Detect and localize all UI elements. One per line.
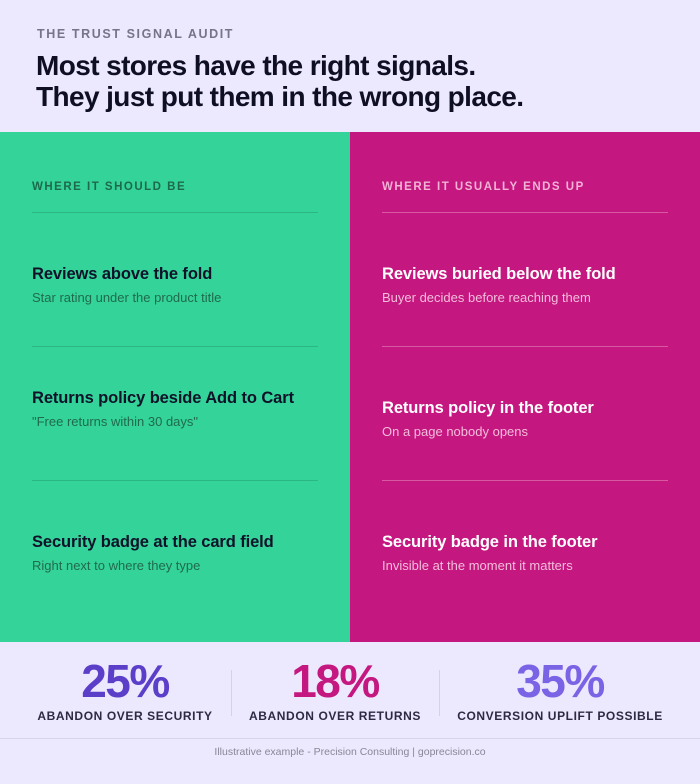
headline-line-1: Most stores have the right signals. [36,50,476,81]
headline-line-2: They just put them in the wrong place. [36,81,524,112]
list-item: Reviews above the fold Star rating under… [32,263,322,305]
stat-label: ABANDON OVER RETURNS [248,709,421,723]
column-label: WHERE IT SHOULD BE [32,181,187,193]
stat-label: ABANDON OVER SECURITY [37,709,213,723]
header: THE TRUST SIGNAL AUDIT Most stores have … [0,0,700,132]
stat-returns: 18% ABANDON OVER RETURNS [232,656,438,723]
stat-security: 25% ABANDON OVER SECURITY [20,656,230,723]
stat-value: 35% [516,655,605,707]
item-title: Reviews above the fold [32,265,213,283]
list-item: Reviews buried below the fold Buyer deci… [382,263,672,305]
footer-credit: Illustrative example - Precision Consult… [214,746,486,758]
list-item: Security badge in the footer Invisible a… [382,531,672,573]
divider [32,212,318,213]
stat-value: 25% [81,655,170,707]
item-subtitle: Right next to where they type [32,558,201,573]
item-title: Reviews buried below the fold [382,265,616,283]
item-subtitle: Star rating under the product title [32,290,222,305]
item-subtitle: Buyer decides before reaching them [382,290,591,305]
column-usually-ends-up: WHERE IT USUALLY ENDS UP Reviews buried … [350,132,700,642]
item-title: Security badge in the footer [382,533,598,551]
list-item: Security badge at the card field Right n… [32,531,322,573]
divider [32,346,318,347]
item-title: Returns policy beside Add to Cart [32,389,294,407]
item-title: Security badge at the card field [32,533,274,551]
stat-uplift: 35% CONVERSION UPLIFT POSSIBLE [440,656,680,723]
divider [382,212,668,213]
stats-bar: 25% ABANDON OVER SECURITY 18% ABANDON OV… [0,642,700,738]
column-should-be: WHERE IT SHOULD BE Reviews above the fol… [0,132,350,642]
divider [382,480,668,481]
list-item: Returns policy in the footer On a page n… [382,397,672,439]
item-subtitle: On a page nobody opens [382,424,529,439]
stat-divider [231,670,232,716]
divider [382,346,668,347]
stat-label: CONVERSION UPLIFT POSSIBLE [457,709,663,723]
stat-value: 18% [291,655,380,707]
item-subtitle: Invisible at the moment it matters [382,558,573,573]
divider [32,480,318,481]
item-title: Returns policy in the footer [382,399,594,417]
eyebrow-label: THE TRUST SIGNAL AUDIT [37,27,235,41]
list-item: Returns policy beside Add to Cart "Free … [32,387,322,429]
footer-divider [0,738,700,739]
column-label: WHERE IT USUALLY ENDS UP [382,181,585,193]
page-title: Most stores have the right signals. They… [36,50,524,112]
stat-divider [439,670,440,716]
item-subtitle: "Free returns within 30 days" [32,414,199,429]
